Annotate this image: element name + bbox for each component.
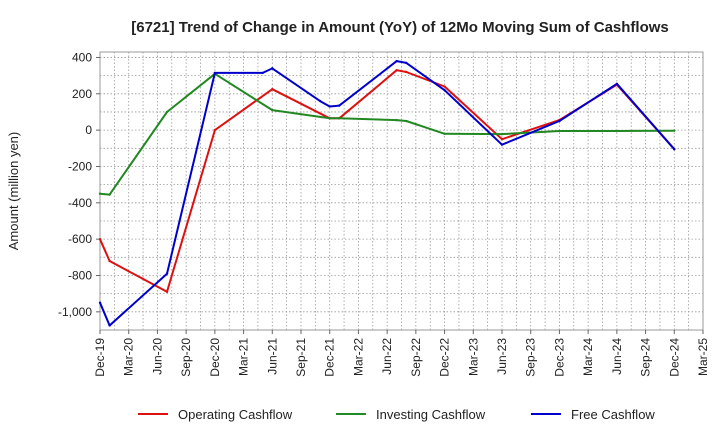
y-tick-label: -400 xyxy=(68,196,92,210)
series-line-operating-cashflow xyxy=(99,69,676,293)
data-point-free-cashflow xyxy=(338,104,341,107)
data-point-operating-cashflow xyxy=(500,138,504,141)
data-point-investing-cashflow xyxy=(615,129,619,133)
x-tick-label: Mar-21 xyxy=(237,338,251,376)
x-tick-label: Sep-20 xyxy=(179,338,193,377)
data-point-free-cashflow xyxy=(405,61,408,65)
data-point-investing-cashflow xyxy=(108,193,111,196)
x-tick-label: Mar-22 xyxy=(351,338,365,376)
data-point-operating-cashflow xyxy=(271,88,274,91)
y-tick-label: -600 xyxy=(68,232,92,246)
x-tick-label: Sep-24 xyxy=(639,338,653,377)
data-point-free-cashflow xyxy=(165,272,169,275)
legend-label-investing-cashflow: Investing Cashflow xyxy=(376,407,486,422)
x-tick-label: Dec-23 xyxy=(552,338,566,377)
x-axis-ticks: Dec-19 Mar-20 Jun-20 Sep-20 Dec-20 Mar-21 Jun-… xyxy=(93,330,710,377)
x-tick-label: Mar-23 xyxy=(466,338,480,376)
x-tick-label: Dec-21 xyxy=(323,338,337,377)
data-point-free-cashflow xyxy=(328,105,331,108)
data-point-free-cashflow xyxy=(673,148,676,151)
data-point-free-cashflow xyxy=(261,71,264,75)
x-tick-label: Sep-21 xyxy=(294,338,308,377)
data-point-free-cashflow xyxy=(213,71,217,75)
data-point-investing-cashflow xyxy=(673,129,676,132)
x-tick-label: Jun-24 xyxy=(610,338,624,375)
data-point-operating-cashflow xyxy=(443,85,446,88)
data-point-free-cashflow xyxy=(615,82,619,85)
data-point-free-cashflow xyxy=(98,301,102,304)
data-point-investing-cashflow xyxy=(328,117,331,120)
x-tick-label: Jun-23 xyxy=(495,338,509,375)
data-point-free-cashflow xyxy=(443,88,446,92)
plot-area-frame xyxy=(99,51,704,331)
chart-title: [6721] Trend of Change in Amount (YoY) o… xyxy=(131,19,669,36)
x-tick-label: Sep-22 xyxy=(409,338,423,377)
y-tick-label: -1,000 xyxy=(58,305,92,319)
x-tick-label: Sep-23 xyxy=(524,338,538,377)
series-line-investing-cashflow xyxy=(99,72,675,196)
data-point-investing-cashflow xyxy=(271,108,274,112)
data-point-investing-cashflow xyxy=(500,132,504,136)
data-point-investing-cashflow xyxy=(558,129,561,133)
legend: Operating Cashflow Investing Cashflow Free… xyxy=(138,407,655,422)
data-point-free-cashflow xyxy=(271,67,274,70)
y-tick-label: -800 xyxy=(68,268,92,282)
x-tick-label: Mar-25 xyxy=(696,338,710,376)
data-point-operating-cashflow xyxy=(213,128,217,132)
data-point-investing-cashflow xyxy=(395,118,398,122)
y-tick-label: 200 xyxy=(72,87,92,101)
y-tick-label: -200 xyxy=(68,159,92,173)
x-tick-label: Jun-20 xyxy=(150,338,164,375)
y-tick-label: 0 xyxy=(85,123,92,137)
y-axis-title: Amount (million yen) xyxy=(6,132,21,251)
x-tick-label: Dec-22 xyxy=(438,338,452,377)
data-point-investing-cashflow xyxy=(443,132,446,135)
data-point-operating-cashflow xyxy=(108,259,111,263)
y-axis-ticks: 400 200 0 -200 -400 -600 -800 -1,000 xyxy=(58,50,100,319)
x-tick-label: Dec-19 xyxy=(93,338,107,377)
x-tick-label: Dec-24 xyxy=(667,338,681,377)
data-point-investing-cashflow xyxy=(98,192,102,195)
data-point-operating-cashflow xyxy=(395,68,398,72)
data-point-investing-cashflow xyxy=(165,110,169,114)
series-line-free-cashflow xyxy=(99,60,676,327)
data-point-free-cashflow xyxy=(558,119,561,123)
x-tick-label: Jun-22 xyxy=(380,338,394,375)
x-tick-label: Mar-20 xyxy=(122,338,136,376)
series-lines xyxy=(98,59,676,327)
data-point-investing-cashflow xyxy=(338,117,341,120)
x-tick-label: Jun-21 xyxy=(265,338,279,375)
data-point-free-cashflow xyxy=(108,324,111,327)
data-point-operating-cashflow xyxy=(98,237,102,241)
x-tick-label: Dec-20 xyxy=(208,338,222,377)
data-point-operating-cashflow xyxy=(165,290,169,294)
data-point-investing-cashflow xyxy=(405,119,408,123)
x-tick-label: Mar-24 xyxy=(581,338,595,376)
data-point-free-cashflow xyxy=(500,143,504,146)
data-point-operating-cashflow xyxy=(405,70,408,74)
legend-label-operating-cashflow: Operating Cashflow xyxy=(178,407,293,422)
legend-label-free-cashflow: Free Cashflow xyxy=(571,407,655,422)
data-point-free-cashflow xyxy=(318,99,322,103)
y-tick-label: 400 xyxy=(72,50,92,64)
data-point-free-cashflow xyxy=(395,59,398,63)
